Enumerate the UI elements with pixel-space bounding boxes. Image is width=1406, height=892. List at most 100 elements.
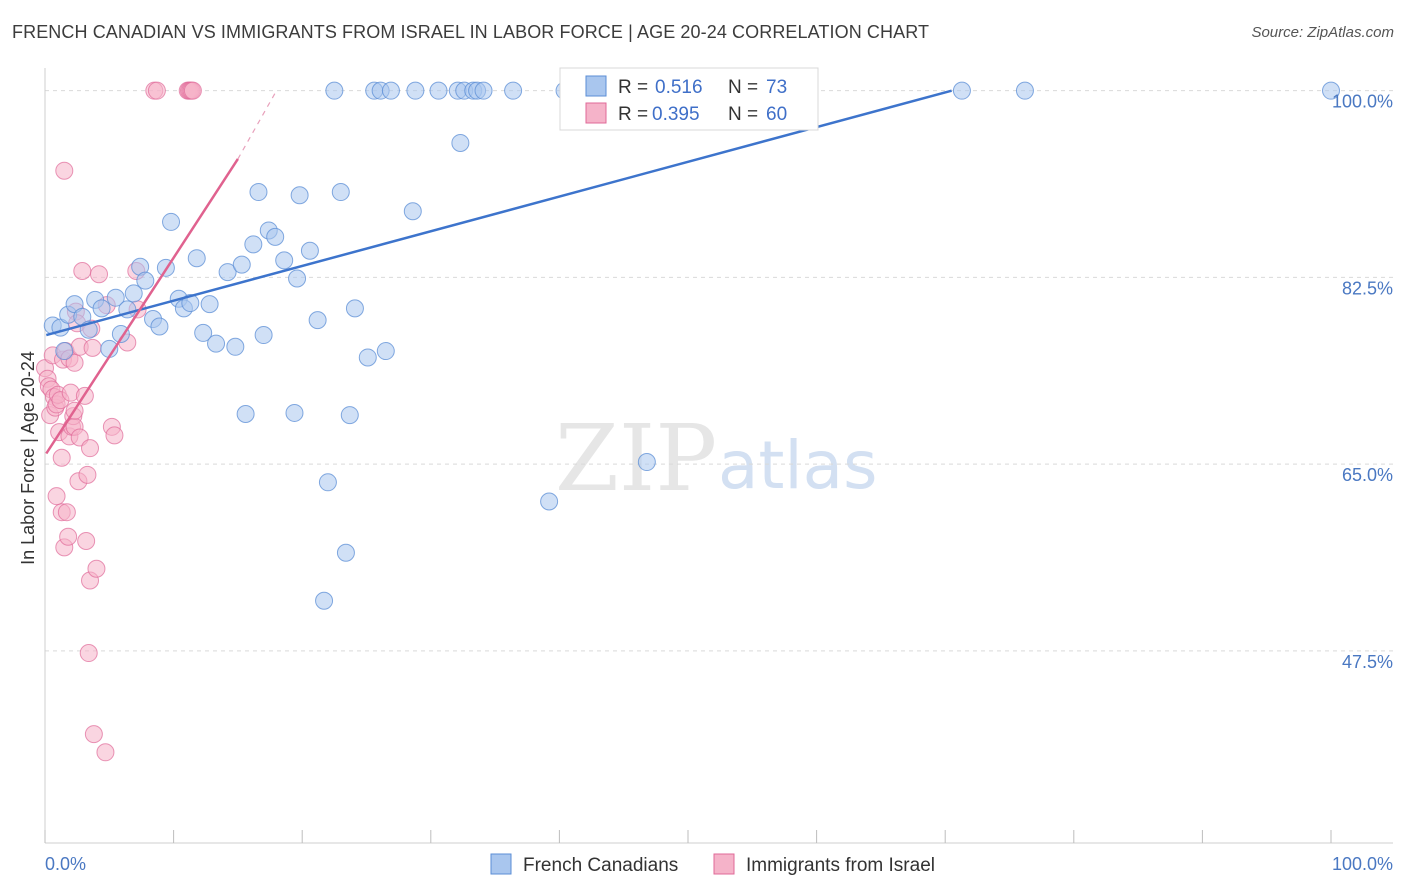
legend-n-value-1: 73 bbox=[766, 77, 787, 98]
legend-r-value-1: 0.516 bbox=[655, 77, 703, 98]
tick-labels: 47.5% 65.0% 82.5% 100.0% 0.0% 100.0% bbox=[45, 92, 1393, 874]
pink-point-38 bbox=[81, 439, 100, 458]
pink-point-32 bbox=[73, 262, 92, 281]
bottom-legend: French Canadians Immigrants from Israel bbox=[490, 853, 935, 876]
blue-point-37 bbox=[285, 403, 304, 422]
blue-point-43 bbox=[318, 473, 337, 492]
blue-point-41 bbox=[308, 311, 327, 330]
blue-point-35 bbox=[266, 227, 285, 246]
blue-point-22 bbox=[181, 294, 200, 313]
blue-point-63 bbox=[504, 81, 523, 100]
blue-point-46 bbox=[336, 543, 355, 562]
pink-point-41 bbox=[84, 725, 103, 744]
blue-point-28 bbox=[226, 337, 245, 356]
blue-point-31 bbox=[244, 235, 263, 254]
bottom-legend-swatch-blue bbox=[490, 853, 512, 875]
legend: R = 0.516 N = 73 R = 0.395 N = 60 bbox=[559, 67, 819, 131]
pink-point-17 bbox=[57, 503, 76, 522]
y-tick-label-0: 47.5% bbox=[1342, 652, 1393, 672]
pink-point-12 bbox=[52, 448, 71, 467]
pink-point-52 bbox=[147, 81, 166, 100]
x-tick-label-0: 0.0% bbox=[45, 854, 86, 874]
blue-point-48 bbox=[345, 299, 364, 318]
watermark-zip: ZIP bbox=[555, 405, 717, 512]
pink-point-42 bbox=[87, 559, 106, 578]
blue-point-55 bbox=[406, 81, 425, 100]
blue-point-19 bbox=[162, 212, 181, 231]
blue-point-42 bbox=[315, 591, 334, 610]
blue-point-38 bbox=[288, 269, 307, 288]
watermark: ZIP atlas bbox=[555, 405, 878, 512]
legend-n-label-2: N = bbox=[728, 104, 758, 125]
blue-point-23 bbox=[187, 249, 206, 268]
watermark-atlas: atlas bbox=[718, 427, 878, 504]
trend-line-immigrants-from-israel-extension bbox=[237, 90, 278, 160]
pink-point-47 bbox=[105, 426, 124, 445]
legend-r-value-2: 0.395 bbox=[652, 104, 700, 125]
trend-line-immigrants-from-israel bbox=[45, 158, 239, 455]
legend-n-value-2: 60 bbox=[766, 104, 787, 125]
trend-line-french-canadians bbox=[45, 89, 952, 337]
y-axis-label: In Labor Force | Age 20-24 bbox=[18, 351, 38, 565]
blue-point-45 bbox=[331, 183, 350, 202]
blue-point-58 bbox=[451, 133, 470, 152]
pink-point-40 bbox=[83, 338, 102, 357]
pink-point-18 bbox=[59, 527, 78, 546]
blue-point-36 bbox=[275, 251, 294, 270]
axes bbox=[44, 68, 1393, 844]
y-tick-label-2: 82.5% bbox=[1342, 278, 1393, 298]
pink-point-36 bbox=[79, 644, 98, 663]
blue-point-24 bbox=[194, 323, 213, 342]
bottom-legend-label-french-canadians: French Canadians bbox=[523, 855, 678, 876]
blue-point-70 bbox=[952, 81, 971, 100]
blue-point-62 bbox=[474, 81, 493, 100]
legend-swatch-blue bbox=[585, 75, 607, 97]
blue-point-52 bbox=[376, 342, 395, 361]
series-immigrants-from-israel bbox=[36, 81, 202, 762]
blue-point-26 bbox=[207, 334, 226, 353]
blue-point-39 bbox=[290, 186, 309, 205]
legend-swatch-pink bbox=[585, 102, 607, 124]
blue-point-54 bbox=[403, 202, 422, 221]
bottom-legend-swatch-pink bbox=[713, 853, 735, 875]
blue-point-8 bbox=[92, 299, 111, 318]
blue-point-11 bbox=[111, 324, 130, 343]
pink-point-25 bbox=[65, 353, 84, 372]
pink-point-57 bbox=[183, 81, 202, 100]
pink-point-58 bbox=[55, 161, 74, 180]
blue-point-53 bbox=[381, 81, 400, 100]
blue-point-32 bbox=[249, 183, 268, 202]
blue-point-2 bbox=[55, 342, 74, 361]
blue-point-72 bbox=[1322, 81, 1340, 100]
y-tick-label-3: 100.0% bbox=[1332, 92, 1393, 112]
blue-point-13 bbox=[124, 284, 143, 303]
y-tick-label-1: 65.0% bbox=[1342, 465, 1393, 485]
chart-title: FRENCH CANADIAN VS IMMIGRANTS FROM ISRAE… bbox=[12, 22, 930, 42]
blue-point-44 bbox=[325, 81, 344, 100]
blue-point-29 bbox=[232, 255, 251, 274]
blue-point-49 bbox=[358, 348, 377, 367]
grid bbox=[45, 90, 1393, 652]
pink-point-34 bbox=[77, 532, 96, 551]
blue-point-56 bbox=[429, 81, 448, 100]
x-tick-label-1: 100.0% bbox=[1332, 854, 1393, 874]
blue-point-64 bbox=[540, 492, 559, 511]
series-french-canadians bbox=[43, 81, 1340, 610]
blue-point-27 bbox=[218, 263, 237, 282]
pink-point-44 bbox=[96, 743, 115, 762]
legend-r-label-1: R = bbox=[618, 77, 648, 98]
trend-lines bbox=[45, 89, 952, 455]
pink-point-59 bbox=[47, 487, 66, 506]
legend-n-label-1: N = bbox=[728, 77, 758, 98]
blue-point-40 bbox=[300, 241, 319, 260]
chart-source: Source: ZipAtlas.com bbox=[1251, 24, 1394, 41]
blue-point-17 bbox=[150, 317, 169, 336]
blue-point-67 bbox=[637, 453, 656, 472]
blue-point-71 bbox=[1015, 81, 1034, 100]
blue-point-15 bbox=[136, 271, 155, 290]
blue-point-33 bbox=[254, 326, 273, 345]
bottom-legend-label-immigrants-from-israel: Immigrants from Israel bbox=[746, 855, 935, 876]
blue-point-30 bbox=[236, 405, 255, 424]
blue-point-10 bbox=[106, 288, 125, 307]
